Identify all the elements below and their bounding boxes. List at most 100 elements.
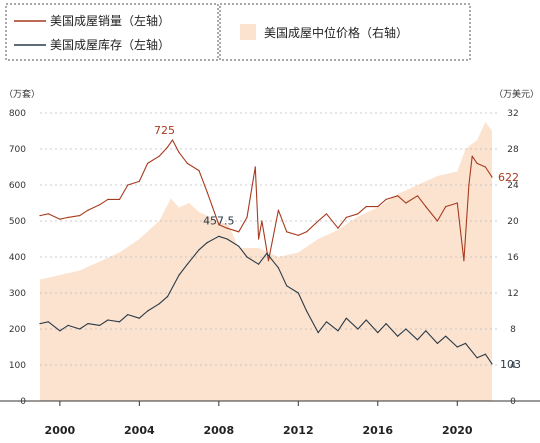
sales-point [397,195,399,197]
legend-box-left [5,3,219,61]
sales-point [261,220,263,222]
sales-point [138,180,140,182]
inventory-point [107,319,109,321]
series-price-area [40,122,492,401]
left-tick-label: 400 [9,253,26,263]
inventory-point [365,319,367,321]
sales-point [171,139,174,141]
inventory-point [206,242,208,244]
inventory-point [456,346,458,348]
sales-point [47,213,49,215]
sales-point [484,166,486,168]
sales-point [317,220,319,222]
data-label: 622 [498,171,519,184]
left-tick-label: 100 [9,361,26,371]
sales-point [99,204,101,206]
sales-point [286,231,288,233]
inventory-point [484,353,486,355]
inventory-point [286,285,288,287]
inventory-point [385,323,387,325]
left-tick-label: 700 [9,145,26,155]
data-label: 725 [154,124,175,137]
inventory-point [99,324,101,326]
inventory-point [258,263,260,265]
inventory-point [39,323,41,325]
sales-point [306,231,308,233]
inventory-point [186,263,188,265]
sales-point [59,218,61,220]
right-tick-label: 0 [510,397,516,407]
sales-point [456,202,458,204]
x-tick-label: 2012 [283,424,314,437]
price-area-layer [40,122,492,401]
sales-point [79,215,81,217]
sales-point [107,198,109,200]
sales-point [178,152,180,154]
inventory-point [325,321,328,323]
right-axis-unit: （万美元） [494,88,539,100]
inventory-point [436,342,438,344]
annotation-layer: 725 457.5 622 103 [154,124,521,371]
sales-point [258,238,260,240]
sales-point [277,209,279,211]
right-tick-label: 8 [510,325,516,335]
legend: 美国成屋销量（左轴） 美国成屋库存（左轴） 美国成屋中位价格（右轴） [5,3,471,61]
x-tick-label: 2020 [442,424,473,437]
inventory-point [297,292,299,294]
sales-point [186,162,188,164]
legend-box-right [219,3,471,61]
inventory-point [166,296,169,298]
legend-label-price: 美国成屋中位价格（右轴） [264,25,408,40]
sales-point [416,195,419,197]
inventory-point [317,332,319,334]
sales-point [476,162,478,164]
sales-point [147,162,149,164]
sales-point [436,220,438,222]
inventory-point [238,245,240,247]
inventory-point [425,330,427,332]
inventory-point [277,267,279,269]
sales-point [218,224,220,226]
inventory-point [246,256,248,258]
x-tick-label: 2016 [362,424,393,437]
left-tick-label: 200 [9,325,26,335]
sales-point [463,260,465,262]
sales-point [337,227,339,229]
right-tick-label: 16 [507,253,519,263]
sales-point [254,166,256,168]
inventory-point [491,363,493,365]
inventory-point [416,339,419,341]
sales-point [118,198,121,200]
right-tick-label: 28 [507,145,519,155]
series-sales-line [39,139,493,262]
sales-point [297,234,299,236]
inventory-point [198,249,200,251]
inventory-point [397,335,399,337]
sales-point [166,146,169,148]
inventory-point [445,335,447,337]
inventory-point [337,330,339,332]
sales-point [385,198,387,200]
sales-point [198,170,200,172]
sales-point [87,209,89,211]
left-tick-label: 600 [9,181,26,191]
inventory-point [476,357,478,359]
left-tick-label: 500 [9,217,26,227]
sales-point [67,216,69,218]
sales-point [158,155,160,157]
left-tick-label: 300 [9,289,26,299]
sales-point [377,206,379,208]
sales-point [226,227,228,229]
sales-point [246,216,248,218]
left-tick-label: 0 [20,397,26,407]
inventory-point [47,321,49,323]
sales-point [206,191,208,193]
sales-point [357,213,359,215]
inventory-point [306,310,308,312]
axis-layer: 0 100 200 300 400 500 600 700 800 0 4 8 12 16 20 24 28 32… [0,109,540,437]
sales-point [39,215,41,217]
sales-point [267,260,270,262]
left-axis-unit: （万套） [4,88,40,100]
right-tick-label: 12 [507,289,518,299]
sales-point [491,176,493,178]
